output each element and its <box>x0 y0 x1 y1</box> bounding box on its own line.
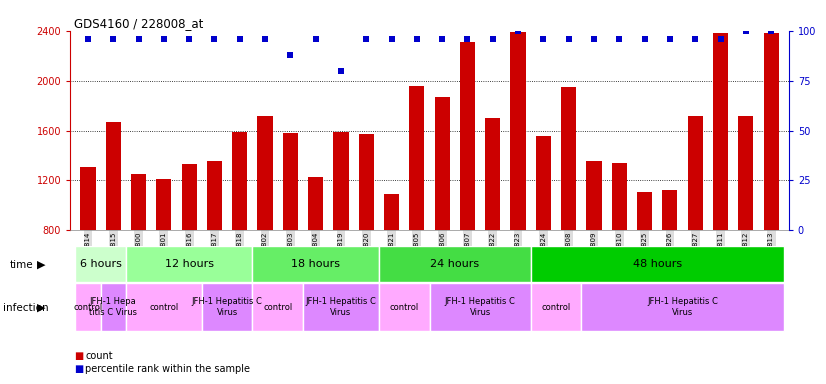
Bar <box>763 33 779 230</box>
Bar <box>561 87 577 230</box>
Text: time: time <box>10 260 34 270</box>
Point <box>562 36 575 42</box>
Point <box>411 36 424 42</box>
Text: JFH-1 Hepatitis C
Virus: JFH-1 Hepatitis C Virus <box>192 298 263 317</box>
Bar <box>101 283 126 331</box>
Text: control: control <box>390 303 419 312</box>
Bar <box>687 116 703 230</box>
Bar <box>485 118 501 230</box>
Bar <box>379 247 531 281</box>
Text: 24 hours: 24 hours <box>430 259 479 269</box>
Point <box>81 36 94 42</box>
Point <box>587 36 601 42</box>
Text: ▶: ▶ <box>37 260 45 270</box>
Point <box>638 36 651 42</box>
Point <box>183 36 196 42</box>
Bar <box>637 192 653 230</box>
Bar <box>106 122 121 230</box>
Bar <box>531 247 784 281</box>
Text: JFH-1 Hepatitis C
Virus: JFH-1 Hepatitis C Virus <box>647 298 718 317</box>
Bar <box>460 42 475 230</box>
Bar <box>409 86 425 230</box>
Text: control: control <box>74 303 102 312</box>
Bar <box>334 132 349 230</box>
Bar <box>510 32 525 230</box>
Bar <box>258 116 273 230</box>
Bar <box>379 283 430 331</box>
Bar <box>232 132 247 230</box>
Bar <box>75 283 101 331</box>
Text: GDS4160 / 228008_at: GDS4160 / 228008_at <box>74 17 204 30</box>
Text: 18 hours: 18 hours <box>291 259 340 269</box>
Bar <box>253 283 303 331</box>
Point <box>739 28 752 34</box>
Text: 12 hours: 12 hours <box>164 259 214 269</box>
Point <box>284 51 297 58</box>
Text: ▶: ▶ <box>37 303 45 313</box>
Bar <box>586 161 601 230</box>
Bar <box>612 163 627 230</box>
Bar <box>384 194 399 230</box>
Point <box>765 28 778 34</box>
Text: infection: infection <box>3 303 49 313</box>
Bar <box>182 164 197 230</box>
Bar <box>713 33 728 230</box>
Text: count: count <box>85 351 112 361</box>
Point <box>385 36 398 42</box>
Point <box>435 36 449 42</box>
Bar <box>80 167 96 230</box>
Point <box>461 36 474 42</box>
Point <box>157 36 170 42</box>
Bar <box>536 136 551 230</box>
Point <box>359 36 373 42</box>
Bar <box>131 174 146 230</box>
Text: 6 hours: 6 hours <box>79 259 121 269</box>
Text: percentile rank within the sample: percentile rank within the sample <box>85 364 250 374</box>
Bar <box>662 190 677 230</box>
Point <box>132 36 145 42</box>
Bar <box>582 283 784 331</box>
Text: JFH-1 Hepa
titis C Virus: JFH-1 Hepa titis C Virus <box>89 298 137 317</box>
Bar <box>303 283 379 331</box>
Text: JFH-1 Hepatitis C
Virus: JFH-1 Hepatitis C Virus <box>444 298 515 317</box>
Bar <box>156 179 172 230</box>
Point <box>487 36 500 42</box>
Point <box>537 36 550 42</box>
Bar <box>282 133 298 230</box>
Bar <box>308 177 323 230</box>
Bar <box>126 283 202 331</box>
Point <box>259 36 272 42</box>
Bar <box>126 247 253 281</box>
Bar <box>206 161 222 230</box>
Point <box>663 36 676 42</box>
Text: ■: ■ <box>74 351 83 361</box>
Text: control: control <box>541 303 571 312</box>
Point <box>233 36 246 42</box>
Bar <box>75 247 126 281</box>
Point <box>309 36 322 42</box>
Bar <box>531 283 582 331</box>
Bar <box>202 283 253 331</box>
Point <box>107 36 120 42</box>
Point <box>208 36 221 42</box>
Text: JFH-1 Hepatitis C
Virus: JFH-1 Hepatitis C Virus <box>306 298 377 317</box>
Point <box>714 36 727 42</box>
Point <box>511 28 525 34</box>
Text: control: control <box>150 303 178 312</box>
Bar <box>430 283 531 331</box>
Bar <box>434 97 450 230</box>
Point <box>335 68 348 74</box>
Bar <box>738 116 753 230</box>
Text: ■: ■ <box>74 364 83 374</box>
Text: control: control <box>263 303 292 312</box>
Point <box>689 36 702 42</box>
Bar <box>358 134 374 230</box>
Point <box>613 36 626 42</box>
Text: 48 hours: 48 hours <box>633 259 681 269</box>
Bar <box>253 247 379 281</box>
